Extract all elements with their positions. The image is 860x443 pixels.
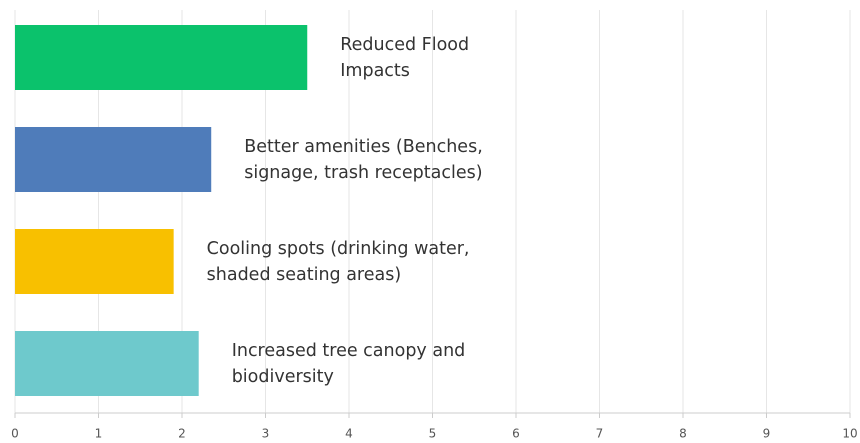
x-tick-label: 0 — [11, 427, 19, 441]
bar — [15, 25, 308, 90]
x-tick-label: 6 — [512, 427, 520, 441]
bar-label: Reduced Flood Impacts — [340, 34, 470, 81]
bar-label: Cooling spots (drinking water, shaded se… — [206, 238, 470, 285]
x-tick-label: 8 — [679, 427, 687, 441]
x-tick-label: 7 — [596, 427, 604, 441]
x-tick-label: 1 — [95, 427, 103, 441]
bar — [15, 331, 199, 396]
x-tick-label: 10 — [842, 427, 857, 441]
x-tick-label: 3 — [262, 427, 270, 441]
x-tick-label: 9 — [763, 427, 771, 441]
bar — [15, 229, 174, 294]
x-tick-label: 4 — [345, 427, 353, 441]
bar — [15, 127, 212, 192]
bar-label: Increased tree canopy and biodiversity — [231, 340, 466, 387]
x-tick-label: 2 — [178, 427, 186, 441]
bar-label: Better amenities (Benches, signage, tras… — [244, 136, 483, 183]
x-tick-label: 5 — [429, 427, 437, 441]
